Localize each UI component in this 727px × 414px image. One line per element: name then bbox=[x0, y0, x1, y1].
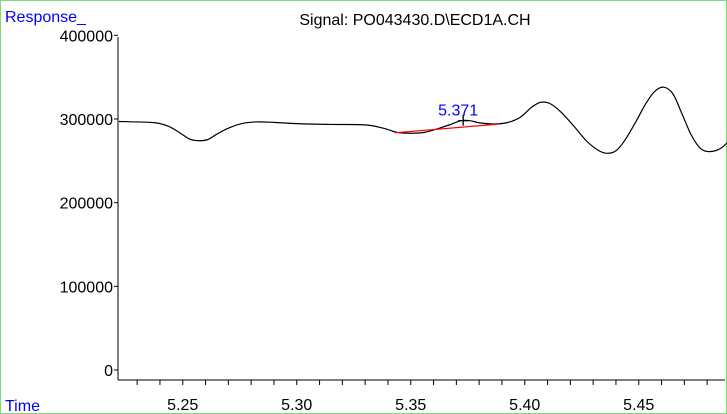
y-tick-label: 200000 bbox=[60, 196, 113, 213]
x-tick-label: 5.30 bbox=[281, 397, 312, 414]
x-tick-label: 5.25 bbox=[167, 397, 198, 414]
x-axis-label: Time bbox=[5, 398, 40, 414]
plot-area: 5.371 bbox=[118, 86, 727, 154]
y-tick-label: 100000 bbox=[60, 279, 113, 296]
signal-trace bbox=[118, 86, 727, 154]
peak-label: 5.371 bbox=[438, 103, 478, 120]
y-axis-label: Response_ bbox=[5, 9, 87, 26]
y-tick-label: 400000 bbox=[60, 28, 113, 45]
x-tick-label: 5.45 bbox=[623, 397, 654, 414]
chart-title: Signal: PO043430.D\ECD1A.CH bbox=[299, 12, 530, 29]
y-tick-label: 0 bbox=[104, 363, 113, 380]
x-tick-label: 5.35 bbox=[395, 397, 426, 414]
y-ticks: 0 100000 200000 300000 400000 bbox=[60, 28, 118, 380]
x-ticks: 5.25 5.30 5.35 5.40 5.45 bbox=[136, 380, 708, 414]
y-tick-label: 300000 bbox=[60, 112, 113, 129]
axes bbox=[117, 37, 725, 381]
x-tick-label: 5.40 bbox=[509, 397, 540, 414]
peak-baseline bbox=[394, 123, 500, 134]
